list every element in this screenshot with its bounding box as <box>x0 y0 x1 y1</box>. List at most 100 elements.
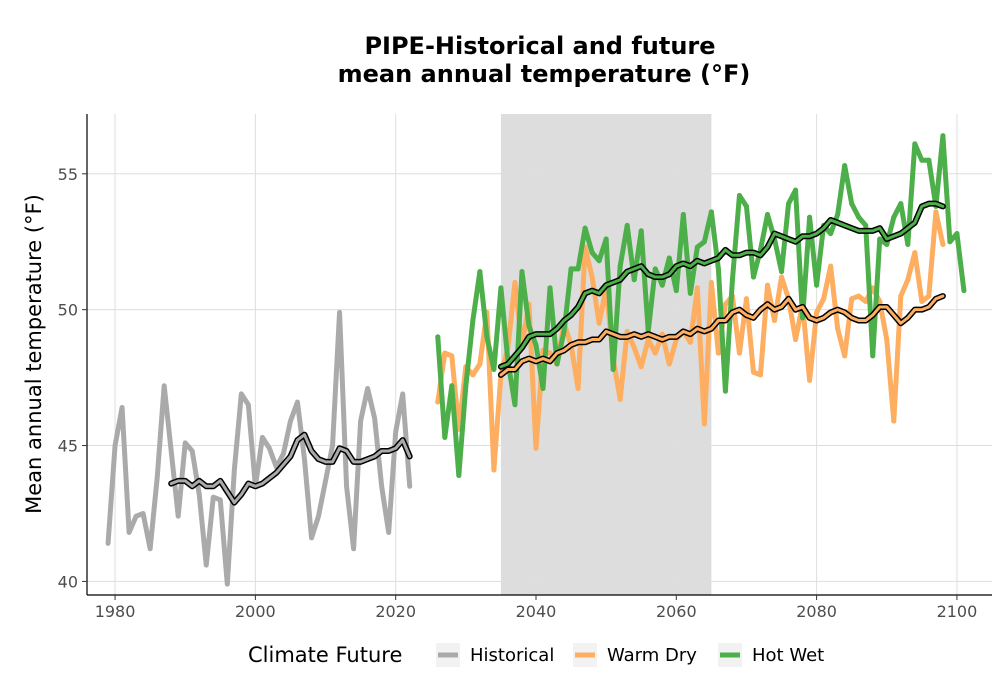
series-point-hot-wet <box>750 274 756 280</box>
series-point-hot-wet <box>891 214 897 220</box>
x-tick-label: 2100 <box>937 602 978 621</box>
series-point-warm-dry <box>708 279 714 285</box>
series-point-hot-wet <box>680 212 686 218</box>
series-point-hot-wet <box>547 285 553 291</box>
series-point-hot-wet <box>736 193 742 199</box>
series-point-hot-wet <box>435 334 441 340</box>
y-tick-label: 50 <box>58 301 78 320</box>
series-point-hot-wet <box>856 214 862 220</box>
legend: Climate Future Historical Warm Dry Hot Wet <box>248 643 824 667</box>
series-point-hot-wet <box>484 334 490 340</box>
series-point-hot-wet <box>449 383 455 389</box>
smooth-line-historical <box>169 433 412 505</box>
x-tick-label: 2000 <box>235 602 276 621</box>
series-point-hot-wet <box>870 353 876 359</box>
series-layer <box>105 133 967 587</box>
series-point-warm-dry <box>477 361 483 367</box>
series-point-hot-wet <box>800 315 806 321</box>
series-point-hot-wet <box>596 258 602 264</box>
series-point-hot-wet <box>624 222 630 228</box>
series-point-warm-dry <box>687 339 693 345</box>
series-point-hot-wet <box>603 236 609 242</box>
series-point-warm-dry <box>547 350 553 356</box>
series-point-warm-dry <box>666 361 672 367</box>
series-point-warm-dry <box>491 467 497 473</box>
chart-title-line-2: mean annual temperature (°F) <box>338 60 751 88</box>
series-point-warm-dry <box>750 369 756 375</box>
series-point-hot-wet <box>519 269 525 275</box>
series-point-hot-wet <box>814 282 820 288</box>
series-point-warm-dry <box>575 385 581 391</box>
series-point-hot-wet <box>912 141 918 147</box>
series-point-hot-wet <box>765 212 771 218</box>
series-point-hot-wet <box>498 285 504 291</box>
series-point-warm-dry <box>765 282 771 288</box>
series-point-warm-dry <box>638 364 644 370</box>
series-point-hot-wet <box>589 250 595 256</box>
series-point-hot-wet <box>477 269 483 275</box>
series-point-warm-dry <box>645 337 651 343</box>
x-tick-label: 1980 <box>95 602 136 621</box>
series-point-warm-dry <box>652 350 658 356</box>
series-point-warm-dry <box>470 372 476 378</box>
legend-item-historical: Historical <box>436 643 554 667</box>
series-point-warm-dry <box>863 299 869 305</box>
series-point-hot-wet <box>743 203 749 209</box>
series-point-warm-dry <box>694 285 700 291</box>
series-point-warm-dry <box>596 320 602 326</box>
series-point-warm-dry <box>631 345 637 351</box>
series-point-warm-dry <box>884 337 890 343</box>
series-point-warm-dry <box>828 263 834 269</box>
series-point-hot-wet <box>568 266 574 272</box>
series-point-hot-wet <box>652 266 658 272</box>
axis-layer: 1980 2000 2020 2040 2060 2080 2100 40 45 50 55 <box>58 114 992 621</box>
series-point-warm-dry <box>435 399 441 405</box>
series-point-hot-wet <box>512 402 518 408</box>
series-point-hot-wet <box>708 209 714 215</box>
series-point-hot-wet <box>779 269 785 275</box>
series-point-hot-wet <box>491 366 497 372</box>
legend-item-hot-wet: Hot Wet <box>718 643 824 667</box>
series-point-hot-wet <box>638 228 644 234</box>
series-point-warm-dry <box>449 353 455 359</box>
series-point-hot-wet <box>442 434 448 440</box>
series-point-hot-wet <box>940 133 946 139</box>
series-point-warm-dry <box>856 293 862 299</box>
chart-title-line-1: PIPE-Historical and future <box>364 32 715 60</box>
series-point-hot-wet <box>919 157 925 163</box>
series-point-warm-dry <box>814 309 820 315</box>
series-point-warm-dry <box>701 421 707 427</box>
series-point-warm-dry <box>849 296 855 302</box>
series-point-warm-dry <box>779 274 785 280</box>
legend-label: Hot Wet <box>752 645 824 666</box>
series-point-warm-dry <box>919 299 925 305</box>
series-point-hot-wet <box>961 288 967 294</box>
series-point-hot-wet <box>793 187 799 193</box>
series-point-hot-wet <box>533 342 539 348</box>
series-point-warm-dry <box>933 209 939 215</box>
series-point-warm-dry <box>624 328 630 334</box>
series-point-hot-wet <box>898 201 904 207</box>
y-tick-label: 45 <box>58 437 78 456</box>
x-tick-label: 2060 <box>656 602 697 621</box>
series-point-warm-dry <box>772 318 778 324</box>
series-point-warm-dry <box>512 279 518 285</box>
series-point-warm-dry <box>807 377 813 383</box>
series-point-warm-dry <box>736 350 742 356</box>
series-point-hot-wet <box>694 244 700 250</box>
series-point-hot-wet <box>877 236 883 242</box>
y-tick-label: 40 <box>58 572 78 591</box>
series-point-warm-dry <box>940 241 946 247</box>
series-point-hot-wet <box>828 231 834 237</box>
series-point-hot-wet <box>715 266 721 272</box>
y-axis-title: Mean annual temperature (°F) <box>22 194 46 514</box>
series-point-warm-dry <box>793 337 799 343</box>
series-point-hot-wet <box>863 222 869 228</box>
smooth-line-warm-dry <box>499 294 945 377</box>
legend-label: Historical <box>470 645 554 666</box>
series-point-hot-wet <box>687 290 693 296</box>
series-point-hot-wet <box>561 328 567 334</box>
series-point-hot-wet <box>947 239 953 245</box>
series-point-hot-wet <box>884 241 890 247</box>
